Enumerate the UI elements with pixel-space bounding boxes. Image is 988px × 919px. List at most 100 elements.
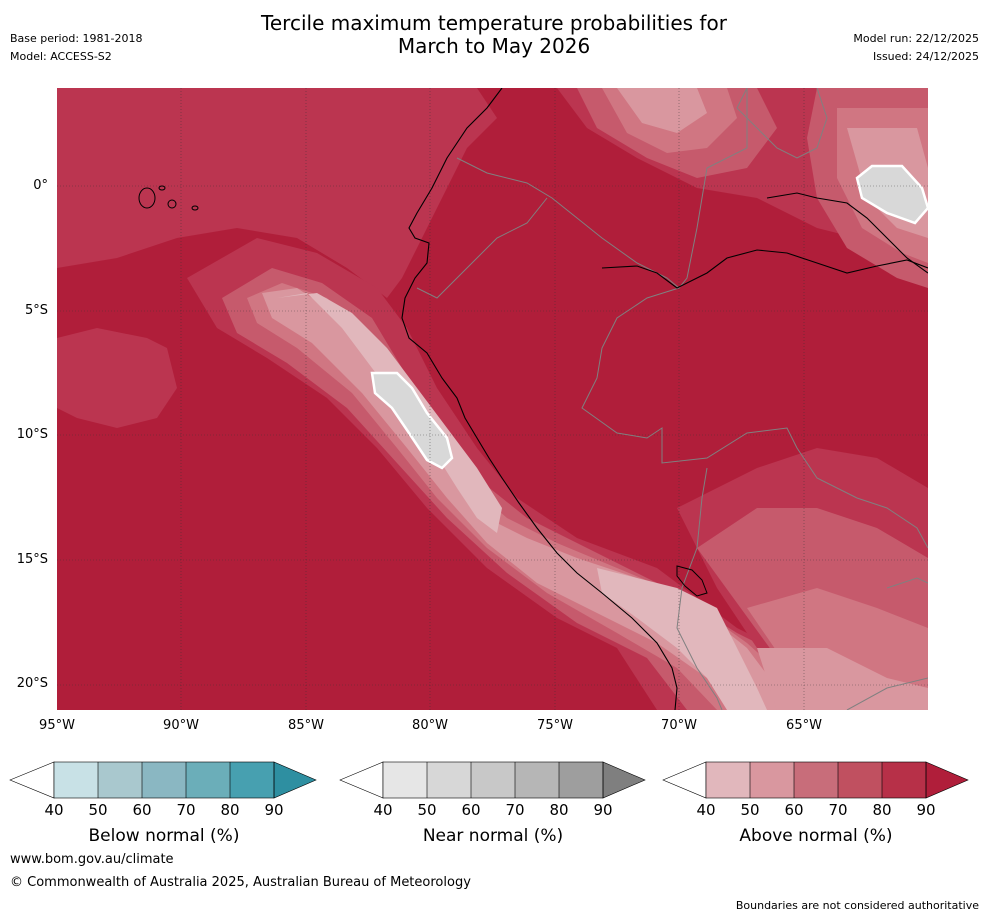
colorbar-above-normal-frame <box>705 761 927 799</box>
colorbar-above-normal-bin-80-90 <box>882 762 926 798</box>
colorbar-near-normal-bin-80-90 <box>559 762 603 798</box>
lake-titicaca <box>676 565 708 597</box>
colorbar-near-normal-dividers <box>426 762 560 798</box>
colorbar-below-normal-upper-arrow <box>273 761 317 799</box>
colorbar-above-normal-bin-50-60 <box>750 762 794 798</box>
title-line-2: March to May 2026 <box>397 34 591 58</box>
region-above-50-north <box>617 88 707 133</box>
colorbar-near-normal-bin-60-70 <box>471 762 515 798</box>
border-south <box>846 677 928 710</box>
region-above-50-southeast <box>757 648 928 710</box>
lat-label-0: 0° <box>33 178 48 193</box>
colorbar-below-normal <box>9 761 317 799</box>
region-near-normal-60-northeast <box>855 164 928 225</box>
coastline-south-america <box>401 88 678 710</box>
lon-label-75w: 75°W <box>537 718 573 733</box>
colorbar-near-tick: 70 <box>505 801 525 819</box>
model-run-text: Model run: 22/12/2025 <box>853 32 979 45</box>
border-bolivia-paraguay <box>886 577 928 589</box>
issued-date-text: Issued: 24/12/2025 <box>872 50 979 63</box>
gridlines <box>57 88 928 710</box>
colorbar-below-normal-dividers <box>97 762 231 798</box>
model-name-text: Model: ACCESS-S2 <box>10 50 112 63</box>
copyright-text: © Commonwealth of Australia 2025, Austra… <box>10 875 471 890</box>
lake-titicaca-shape <box>676 565 708 597</box>
river-north <box>766 192 928 274</box>
island-isabela <box>138 187 156 209</box>
colorbar-below-normal-label: Below normal (%) <box>88 826 240 846</box>
lon-label-70w: 70°W <box>661 718 697 733</box>
colorbar-near-normal-lower-arrow <box>339 761 384 799</box>
colorbar-near-normal-upper-arrow <box>602 761 646 799</box>
colorbar-below-normal-bin-40-50 <box>54 762 98 798</box>
lat-label-5s: 5°S <box>24 303 48 318</box>
colorbar-below-normal-frame <box>53 761 275 799</box>
colorbar-above-tick: 90 <box>916 801 936 819</box>
website-link[interactable]: www.bom.gov.au/climate <box>10 852 174 867</box>
boundaries-disclaimer: Boundaries are not considered authoritat… <box>735 899 979 912</box>
lon-label-90w: 90°W <box>163 718 199 733</box>
colorbar-below-tick: 60 <box>132 801 152 819</box>
colorbar-below-normal-bin-80-90 <box>230 762 274 798</box>
colorbar-below-normal-bin-60-70 <box>142 762 186 798</box>
colorbar-above-normal-label: Above normal (%) <box>739 826 893 846</box>
region-above-40-coastal <box>277 293 502 533</box>
colorbar-near-normal-label: Near normal (%) <box>422 826 564 846</box>
region-near-normal-60-coastal <box>370 371 454 470</box>
colorbar-above-normal-upper-arrow <box>925 761 969 799</box>
colorbar-near-tick: 50 <box>417 801 437 819</box>
colorbar-below-tick: 50 <box>88 801 108 819</box>
colorbar-near-tick: 80 <box>549 801 569 819</box>
lon-label-95w: 95°W <box>39 718 75 733</box>
lat-label-10s: 10°S <box>16 427 48 442</box>
page-title: Tercile maximum temperature probabilitie… <box>0 12 988 58</box>
colorbar-above-normal-bin-40-50 <box>706 762 750 798</box>
region-above-80-northwest <box>57 88 497 298</box>
colorbar-above-normal <box>662 761 969 799</box>
border-colombia-peru <box>456 88 748 289</box>
colorbar-above-normal-bin-60-70 <box>794 762 838 798</box>
border-peru-brazil-bolivia <box>581 287 928 549</box>
colorbar-above-tick: 80 <box>872 801 892 819</box>
colorbar-below-tick: 90 <box>264 801 284 819</box>
colorbar-near-tick: 60 <box>461 801 481 819</box>
colorbar-near-tick: 90 <box>593 801 613 819</box>
colorbar-near-normal <box>339 761 646 799</box>
colorbar-below-tick: 70 <box>176 801 196 819</box>
colorbar-near-normal-bin-40-50 <box>383 762 427 798</box>
island-santa-cruz <box>167 199 177 209</box>
colorbar-above-normal-dividers <box>749 762 883 798</box>
title-line-1: Tercile maximum temperature probabilitie… <box>261 11 727 35</box>
colorbar-below-tick: 80 <box>220 801 240 819</box>
colorbar-below-tick: 40 <box>44 801 64 819</box>
base-period-text: Base period: 1981-2018 <box>10 32 143 45</box>
lon-label-65w: 65°W <box>786 718 822 733</box>
colorbar-near-normal-frame <box>382 761 604 799</box>
border-ecuador-peru <box>416 197 548 299</box>
lat-label-20s: 20°S <box>16 676 48 691</box>
probability-map <box>57 88 928 710</box>
colorbar-near-normal-bin-50-60 <box>427 762 471 798</box>
colorbar-above-normal-lower-arrow <box>662 761 707 799</box>
map-svg <box>57 88 928 710</box>
lon-label-85w: 85°W <box>288 718 324 733</box>
border-peru-bolivia-chile <box>676 467 723 710</box>
border-colombia-venezuela <box>736 88 828 159</box>
colorbar-below-normal-bin-70-80 <box>186 762 230 798</box>
colorbar-below-normal-bin-50-60 <box>98 762 142 798</box>
colorbar-below-normal-lower-arrow <box>9 761 55 799</box>
colorbar-above-tick: 60 <box>784 801 804 819</box>
lon-label-80w: 80°W <box>412 718 448 733</box>
colorbar-above-tick: 50 <box>740 801 760 819</box>
galapagos-islands <box>138 185 199 211</box>
island-santiago <box>158 185 166 191</box>
colorbar-near-tick: 40 <box>373 801 393 819</box>
colorbar-above-normal-bin-70-80 <box>838 762 882 798</box>
colorbars-svg <box>9 761 969 799</box>
colorbar-above-tick: 40 <box>696 801 716 819</box>
lat-label-15s: 15°S <box>16 552 48 567</box>
colorbar-above-tick: 70 <box>828 801 848 819</box>
island-san-cristobal <box>191 205 199 211</box>
colorbar-near-normal-bin-70-80 <box>515 762 559 798</box>
river-amazon <box>601 249 928 289</box>
